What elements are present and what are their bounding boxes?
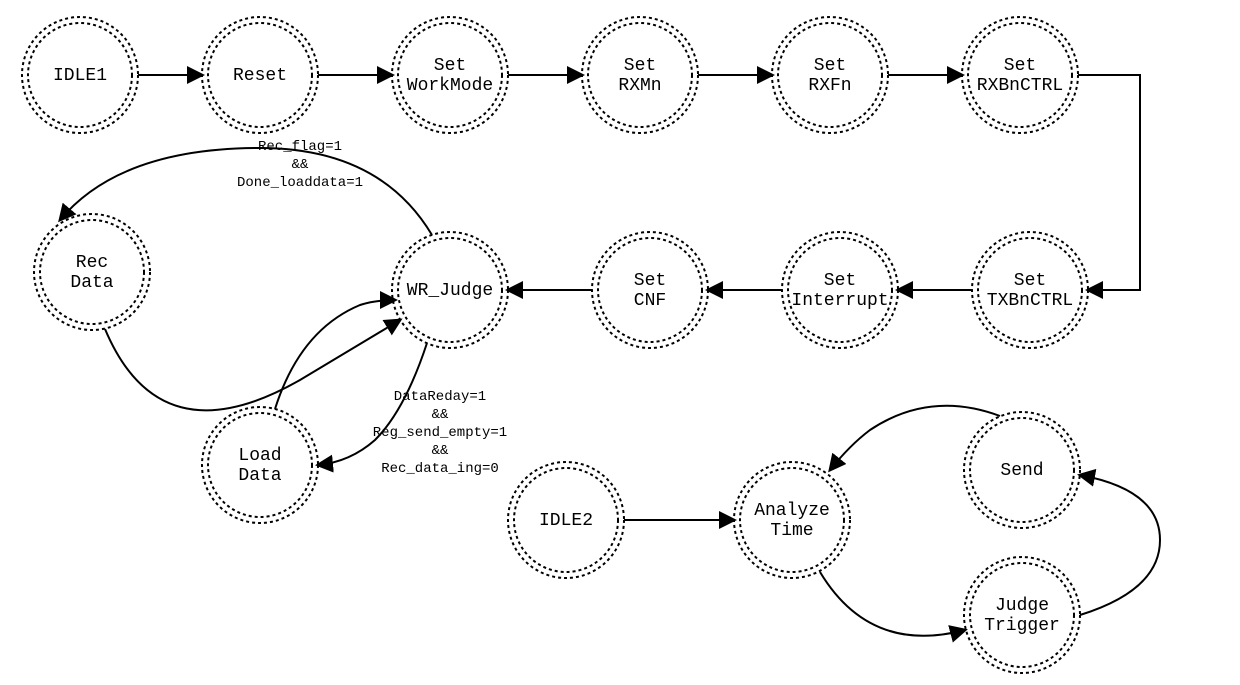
edge-condition-label: Rec_data_ing=0 xyxy=(381,461,499,477)
node-label: WorkMode xyxy=(407,76,493,96)
node-label: TXBnCTRL xyxy=(987,291,1073,311)
edge-condition-label: && xyxy=(292,157,309,173)
node-label: IDLE1 xyxy=(53,66,107,86)
node-recdata: RecData xyxy=(34,214,150,330)
edge-condition-label: Reg_send_empty=1 xyxy=(373,425,507,441)
state-diagram: IDLE1ResetSetWorkModeSetRXMnSetRXFnSetRX… xyxy=(0,0,1240,685)
node-label: Set xyxy=(824,271,856,291)
node-rxmn: SetRXMn xyxy=(582,17,698,133)
node-label: Analyze xyxy=(754,501,830,521)
node-label: Send xyxy=(1000,461,1043,481)
node-label: Time xyxy=(770,521,813,541)
node-label: Rec xyxy=(76,253,108,273)
edge-analyze-judgetrig xyxy=(820,572,965,636)
edge-recdata-wrjudge xyxy=(105,320,400,410)
node-label: CNF xyxy=(634,291,666,311)
edge-condition-label: Done_loaddata=1 xyxy=(237,175,363,191)
node-label: Reset xyxy=(233,66,287,86)
node-judgetrig: JudgeTrigger xyxy=(964,557,1080,673)
nodes: IDLE1ResetSetWorkModeSetRXMnSetRXFnSetRX… xyxy=(22,17,1088,673)
node-label: Judge xyxy=(995,596,1049,616)
node-label: RXMn xyxy=(618,76,661,96)
edge-labels: Rec_flag=1 && Done_loaddata=1 DataReday=1 &&… xyxy=(237,139,507,477)
node-label: Trigger xyxy=(984,616,1060,636)
edge-condition-label: DataReday=1 xyxy=(394,389,486,405)
node-rxfn: SetRXFn xyxy=(772,17,888,133)
node-label: Interrupt xyxy=(791,291,888,311)
node-label: Set xyxy=(1004,56,1036,76)
edge-wrjudge-recdata xyxy=(60,148,432,235)
node-interrupt: SetInterrupt xyxy=(782,232,898,348)
node-reset: Reset xyxy=(202,17,318,133)
node-workmode: SetWorkMode xyxy=(392,17,508,133)
edge-condition-label: && xyxy=(432,407,449,423)
node-rxbnctrl: SetRXBnCTRL xyxy=(962,17,1078,133)
edge-judgetrig-send xyxy=(1080,475,1160,615)
node-loaddata: LoadData xyxy=(202,407,318,523)
edges xyxy=(60,75,1160,636)
node-idle2: IDLE2 xyxy=(508,462,624,578)
node-label: RXBnCTRL xyxy=(977,76,1063,96)
node-send: Send xyxy=(964,412,1080,528)
node-label: IDLE2 xyxy=(539,511,593,531)
node-cnf: SetCNF xyxy=(592,232,708,348)
edge-rxbnctrl-txbnctrl xyxy=(1078,75,1140,290)
edge-condition-label: Rec_flag=1 xyxy=(258,139,342,155)
node-label: Load xyxy=(238,446,281,466)
node-label: Set xyxy=(1014,271,1046,291)
node-label: Data xyxy=(70,273,113,293)
node-label: Set xyxy=(624,56,656,76)
node-label: RXFn xyxy=(808,76,851,96)
node-label: WR_Judge xyxy=(407,281,493,301)
node-label: Set xyxy=(814,56,846,76)
node-wrjudge: WR_Judge xyxy=(392,232,508,348)
edge-loaddata-wrjudge xyxy=(275,300,395,409)
node-label: Set xyxy=(634,271,666,291)
node-analyze: AnalyzeTime xyxy=(734,462,850,578)
node-label: Set xyxy=(434,56,466,76)
node-label: Data xyxy=(238,466,281,486)
node-idle1: IDLE1 xyxy=(22,17,138,133)
node-txbnctrl: SetTXBnCTRL xyxy=(972,232,1088,348)
edge-condition-label: && xyxy=(432,443,449,459)
